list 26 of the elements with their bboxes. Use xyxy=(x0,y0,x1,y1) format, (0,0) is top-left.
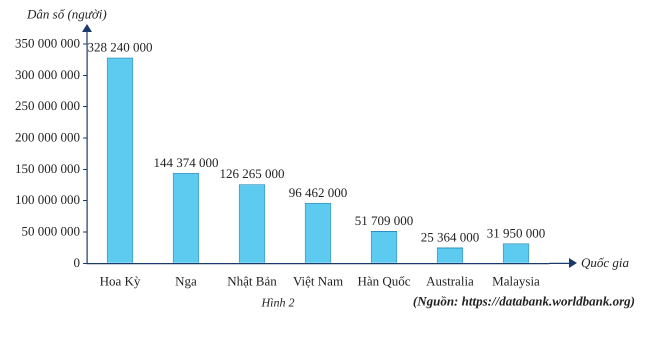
x-tick-label: Australia xyxy=(426,274,474,289)
x-tick-label: Việt Nam xyxy=(292,274,344,289)
text: Hình 2 xyxy=(260,296,294,310)
x-tick-label: Hàn Quốc xyxy=(357,274,411,289)
y-tick-label: 250 000 000 xyxy=(15,98,80,114)
x-tick-label: Hoa Kỳ xyxy=(100,274,141,289)
y-tick-label: 300 000 000 xyxy=(15,66,80,82)
y-tick-label: 0 xyxy=(74,254,80,270)
x-tick-label: Nga xyxy=(175,274,198,289)
x-tick-label: Nhật Bản xyxy=(227,274,278,289)
data-label: 126 265 000 xyxy=(220,166,284,182)
y-tick-label: 350 000 000 xyxy=(15,35,80,50)
x-axis-title: Quốc gia xyxy=(581,254,630,270)
data-label: 51 709 000 xyxy=(354,212,414,228)
data-label: 31 950 000 xyxy=(486,225,546,240)
data-label: 144 374 000 xyxy=(154,154,218,170)
x-tick-label: Malaysia xyxy=(492,274,540,289)
y-axis-title: Dân số (người) xyxy=(26,6,107,22)
y-tick-label: 150 000 000 xyxy=(15,160,80,176)
y-tick-label: 50 000 000 xyxy=(22,223,80,238)
y-tick-label: 200 000 000 xyxy=(15,129,80,144)
y-tick-label: 100 000 000 xyxy=(15,192,80,208)
data-label: 96 462 000 xyxy=(288,184,348,200)
text: (Nguồn: https://databank.worldbank.org) xyxy=(412,293,635,308)
data-label: 328 240 000 xyxy=(88,40,152,55)
data-label: 25 364 000 xyxy=(420,229,480,244)
